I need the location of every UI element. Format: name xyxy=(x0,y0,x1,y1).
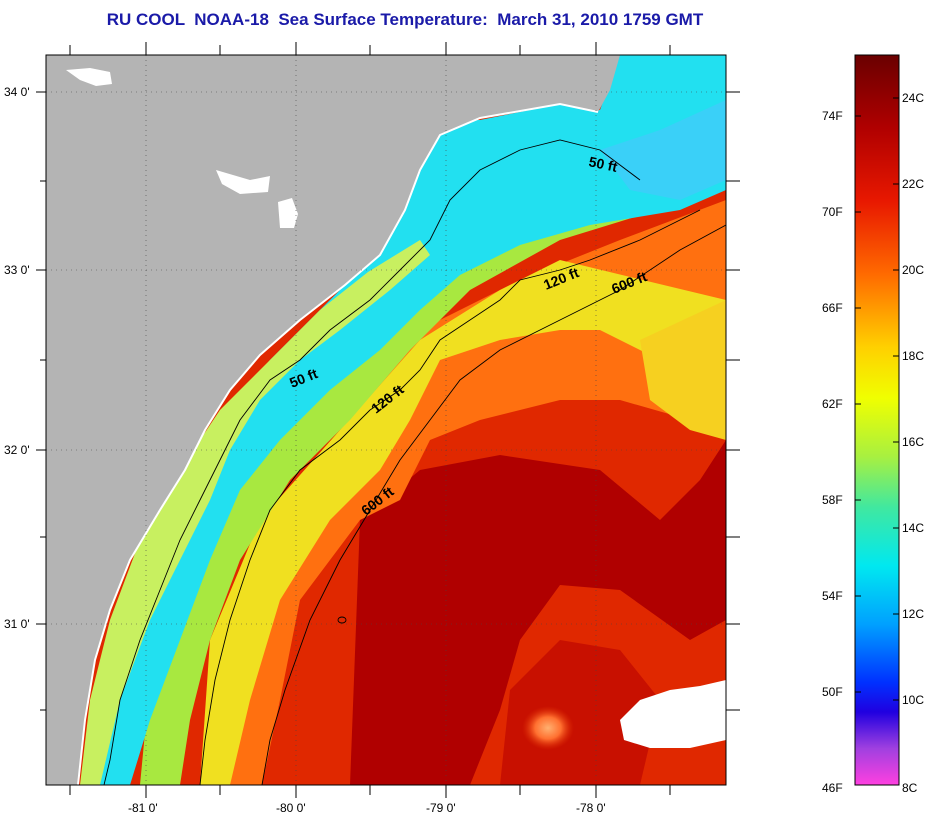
colorbar-c-16: 16C xyxy=(902,435,924,449)
coastline xyxy=(77,102,599,785)
colorbar-c-22: 22C xyxy=(902,177,924,191)
cloud-patch-3 xyxy=(216,170,270,194)
yellow-band xyxy=(200,260,726,785)
graticule xyxy=(46,55,726,785)
lon-label-81: -81 0' xyxy=(128,801,158,815)
yellow-patch-east xyxy=(640,300,726,440)
map-panel[interactable]: 50 ft 120 ft 600 ft 50 ft 120 ft 600 ft xyxy=(46,55,726,785)
colorbar-f-66: 66F xyxy=(822,301,843,315)
warm-eddy xyxy=(522,706,574,750)
cloud-patch-2 xyxy=(620,680,726,748)
colorbar-c-14: 14C xyxy=(902,521,924,535)
lat-label-34: 34 0' xyxy=(4,85,30,99)
lon-label-79: -79 0' xyxy=(426,801,456,815)
lat-label-31: 31 0' xyxy=(4,617,30,631)
colorbar-f-50: 50F xyxy=(822,685,843,699)
lat-label-32: 32 0' xyxy=(4,443,30,457)
isobath-600ft xyxy=(261,224,726,785)
isobath-120ft xyxy=(199,209,701,785)
map-ticks xyxy=(36,42,740,798)
colorbar-c-10: 10C xyxy=(902,693,924,707)
colorbar-c-24: 24C xyxy=(902,91,924,105)
colorbar xyxy=(854,54,900,786)
isobath-contours xyxy=(103,139,726,785)
lat-label-33: 33 0' xyxy=(4,263,30,277)
cold-patch-north xyxy=(600,100,726,200)
colorbar-f-58: 58F xyxy=(822,493,843,507)
colorbar-ticks xyxy=(855,97,899,701)
map-title: RU COOL NOAA-18 Sea Surface Temperature:… xyxy=(106,10,704,29)
green-band xyxy=(140,200,690,785)
gulf-stream-core xyxy=(350,440,726,785)
contour-label-50ft-north: 50 ft xyxy=(587,153,619,175)
colorbar-c-8: 8C xyxy=(902,781,918,795)
cloud-patch-4 xyxy=(278,198,298,228)
colorbar-c-12: 12C xyxy=(902,607,924,621)
colorbar-f-62: 62F xyxy=(822,397,843,411)
shelf-break-warm-band xyxy=(230,200,726,785)
colorbar-f-54: 54F xyxy=(822,589,843,603)
colorbar-f-74: 74F xyxy=(822,109,843,123)
colorbar-c-18: 18C xyxy=(902,349,924,363)
colorbar-f-46: 46F xyxy=(822,781,843,795)
lon-label-78: -78 0' xyxy=(576,801,606,815)
colorbar-f-70: 70F xyxy=(822,205,843,219)
isobath-50ft xyxy=(103,139,641,785)
lon-label-80: -80 0' xyxy=(276,801,306,815)
colorbar-c-20: 20C xyxy=(902,263,924,277)
cloud-patch-1 xyxy=(66,68,112,86)
land-mass xyxy=(46,55,620,785)
map-frame xyxy=(45,54,727,786)
